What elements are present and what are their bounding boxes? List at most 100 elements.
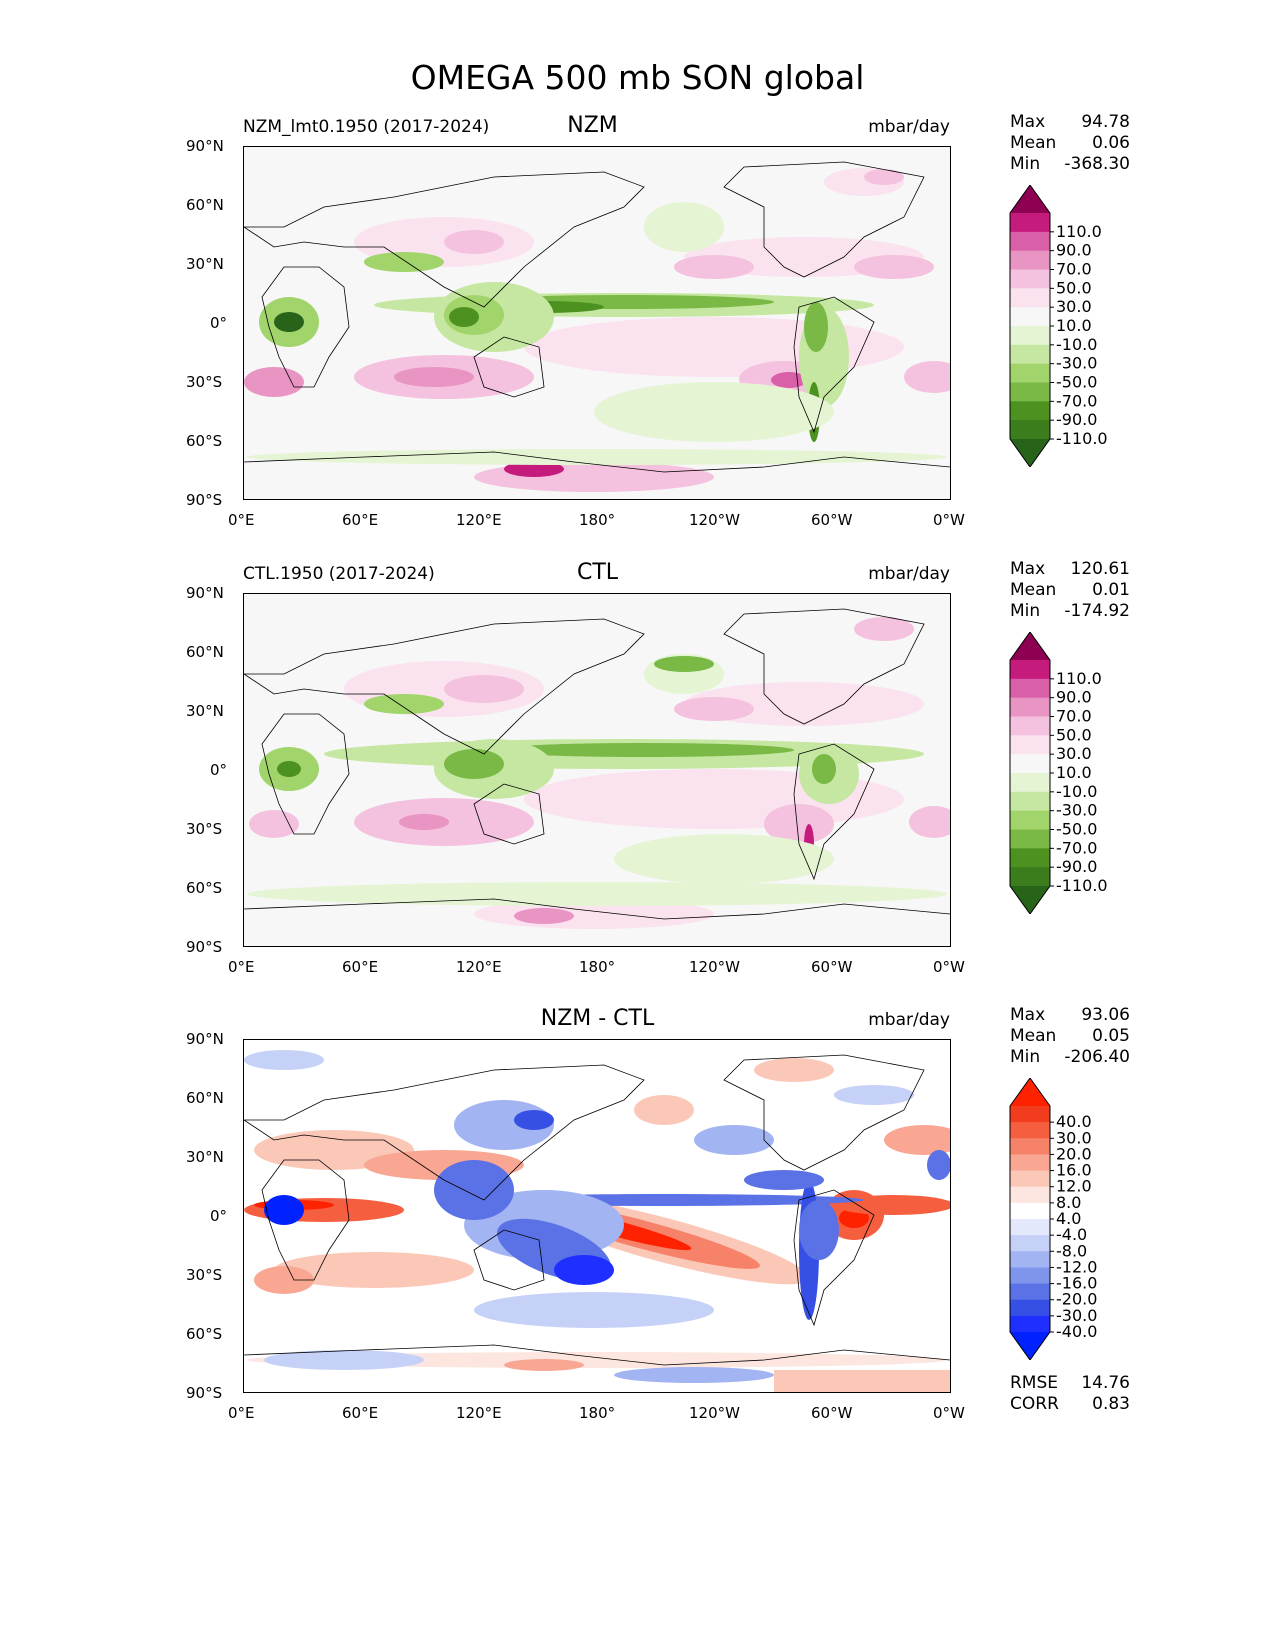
lon-tick: 120°W [689, 511, 740, 529]
colorbar-label: -110.0 [1056, 429, 1108, 448]
colorbar-segment [1010, 1138, 1050, 1156]
min-value: -206.40 [1064, 1047, 1130, 1067]
lat-tick: 60°S [186, 1325, 223, 1343]
panel-left-title: NZM_lmt0.1950 (2017-2024) [243, 117, 490, 137]
max-label: Max [1010, 1005, 1046, 1025]
lat-tick: 60°S [186, 432, 223, 450]
lat-tick: 30°S [186, 1266, 223, 1284]
lon-tick: 120°E [456, 958, 502, 976]
colorbar-label: -30.0 [1056, 354, 1097, 373]
coastlines [244, 1054, 950, 1366]
colorbar-label: 10.0 [1056, 316, 1092, 335]
lon-tick: 60°W [811, 511, 853, 529]
figure-title: OMEGA 500 mb SON global [410, 58, 865, 97]
lon-tick: 0°W [933, 1404, 965, 1422]
mean-value: 0.05 [1092, 1026, 1130, 1046]
colorbar-segment [1010, 344, 1050, 365]
colorbar-segment [1010, 326, 1050, 346]
colorbar-top-extension [1010, 1078, 1050, 1106]
lon-tick: 120°E [456, 1404, 502, 1422]
omega-field-nzm [244, 147, 950, 499]
colorbar-label: -50.0 [1056, 373, 1097, 392]
africa-coastline [261, 713, 350, 835]
colorbar-label: -8.0 [1056, 1241, 1087, 1260]
colorbar-nzm: 110.0 90.0 70.0 50.0 30.0 10.0 -10.0 -30.0 -50.0… [1008, 184, 1128, 468]
colorbar-label: -110.0 [1056, 876, 1108, 895]
omega-field-ctl [244, 594, 950, 946]
lat-tick: 0° [210, 761, 228, 779]
mean-value: 0.01 [1092, 580, 1130, 600]
colorbar-label: 16.0 [1056, 1161, 1092, 1180]
lon-tick: 60°W [811, 1404, 853, 1422]
colorbar-segment [1010, 791, 1050, 812]
colorbar-label: 40.0 [1056, 1112, 1092, 1131]
colorbar-label: -16.0 [1056, 1274, 1097, 1293]
colorbar-label: 70.0 [1056, 260, 1092, 279]
lon-tick: 60°E [342, 511, 379, 529]
colorbar-label: -70.0 [1056, 391, 1097, 410]
colorbar-graphic: 110.090.070.050.030.010.0-10.0-30.0-50.0… [1009, 631, 1108, 915]
mean-label: Mean [1010, 580, 1057, 600]
lon-tick: 60°W [811, 958, 853, 976]
positive-omega-regions [249, 617, 950, 929]
colorbar-label: -50.0 [1056, 820, 1097, 839]
min-label: Min [1010, 154, 1041, 174]
colorbar-diff: 40.0 30.0 20.0 16.0 12.0 8.0 4.0 -4.0 -8.0 -12.0-… [1008, 1077, 1128, 1361]
max-label: Max [1010, 559, 1046, 579]
mean-label: Mean [1010, 133, 1057, 153]
colorbar-label: -70.0 [1056, 838, 1097, 857]
max-value: 120.61 [1070, 559, 1130, 579]
lon-tick: 60°E [342, 958, 379, 976]
max-label: Max [1010, 112, 1046, 132]
omega-field-diff [244, 1040, 950, 1392]
south-america-coastline [793, 1189, 875, 1327]
colorbar-label: 50.0 [1056, 278, 1092, 297]
eurasia-coastline [244, 1064, 645, 1201]
lon-tick: 180° [579, 1404, 616, 1422]
colorbar-segment [1010, 1170, 1050, 1188]
coastlines [244, 161, 950, 473]
colorbar-label: -30.0 [1056, 1306, 1097, 1325]
colorbar-label: 30.0 [1056, 297, 1092, 316]
lon-tick: 0°E [228, 511, 255, 529]
colorbar-segment [1010, 231, 1050, 252]
coastlines [244, 608, 950, 920]
colorbar-segment [1010, 716, 1050, 736]
lat-tick: 30°S [186, 820, 223, 838]
colorbar-segment [1010, 1283, 1050, 1301]
colorbar-label: -10.0 [1056, 782, 1097, 801]
colorbar-ctl: 110.0 90.0 70.0 50.0 30.0 10.0 -10.0 -30.0 -50.0… [1008, 631, 1128, 915]
colorbar-segment [1010, 382, 1050, 402]
panel-center-title: CTL [576, 560, 619, 585]
colorbar-bottom-extension [1010, 1332, 1050, 1360]
colorbar-segment [1010, 307, 1050, 327]
colorbar-segment [1010, 269, 1050, 289]
colorbar-segment [1010, 1315, 1050, 1333]
negative-omega-regions [247, 202, 947, 465]
lat-tick: 60°N [186, 1089, 224, 1107]
lat-tick: 90°N [186, 1030, 224, 1048]
rmse-value: 14.76 [1081, 1373, 1130, 1393]
colorbar-label: -90.0 [1056, 857, 1097, 876]
colorbar-label: 90.0 [1056, 688, 1092, 707]
eurasia-coastline [244, 171, 645, 308]
africa-coastline [261, 266, 350, 388]
lat-tick: 60°S [186, 879, 223, 897]
mean-value: 0.06 [1092, 133, 1130, 153]
min-label: Min [1010, 1047, 1041, 1067]
colorbar-segment [1010, 867, 1050, 887]
colorbar-label: -30.0 [1056, 801, 1097, 820]
panel-units: mbar/day [868, 564, 950, 584]
colorbar-segment [1010, 1299, 1050, 1317]
australia-coastline [473, 1229, 545, 1291]
south-america-coastline [793, 296, 875, 434]
lon-tick: 0°E [228, 1404, 255, 1422]
lon-tick: 0°W [933, 958, 965, 976]
panel-center-title: NZM - CTL [540, 1006, 655, 1031]
mean-label: Mean [1010, 1026, 1057, 1046]
colorbar-label: -90.0 [1056, 410, 1097, 429]
colorbar-segment [1010, 1219, 1050, 1236]
colorbar-label: 90.0 [1056, 241, 1092, 260]
colorbar-label: 4.0 [1056, 1209, 1081, 1228]
colorbar-label: 12.0 [1056, 1177, 1092, 1196]
